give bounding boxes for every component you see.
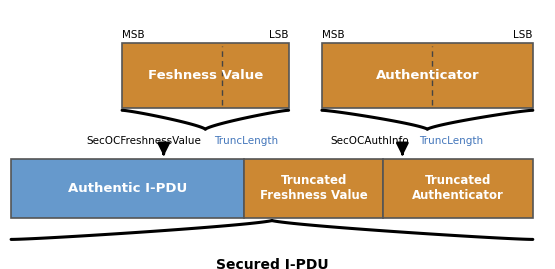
Text: SecOCFreshnessValue: SecOCFreshnessValue xyxy=(86,136,201,146)
Bar xyxy=(11,159,244,218)
Text: Truncated
Freshness Value: Truncated Freshness Value xyxy=(260,174,367,202)
Text: LSB: LSB xyxy=(513,30,533,40)
Bar xyxy=(383,159,533,218)
Text: MSB: MSB xyxy=(322,30,345,40)
Text: Feshness Value: Feshness Value xyxy=(148,69,263,82)
Text: Authentic I-PDU: Authentic I-PDU xyxy=(68,182,187,195)
Text: TruncLength: TruncLength xyxy=(214,136,278,146)
Text: Authenticator: Authenticator xyxy=(376,69,479,82)
Text: MSB: MSB xyxy=(122,30,145,40)
Text: Truncated
Authenticator: Truncated Authenticator xyxy=(412,174,504,202)
Bar xyxy=(322,43,533,108)
Text: TruncLength: TruncLength xyxy=(419,136,483,146)
Bar xyxy=(122,43,289,108)
Text: SecOCAuthInfo: SecOCAuthInfo xyxy=(330,136,409,146)
Text: Secured I-PDU: Secured I-PDU xyxy=(216,258,328,269)
Bar xyxy=(244,159,383,218)
Text: LSB: LSB xyxy=(269,30,289,40)
